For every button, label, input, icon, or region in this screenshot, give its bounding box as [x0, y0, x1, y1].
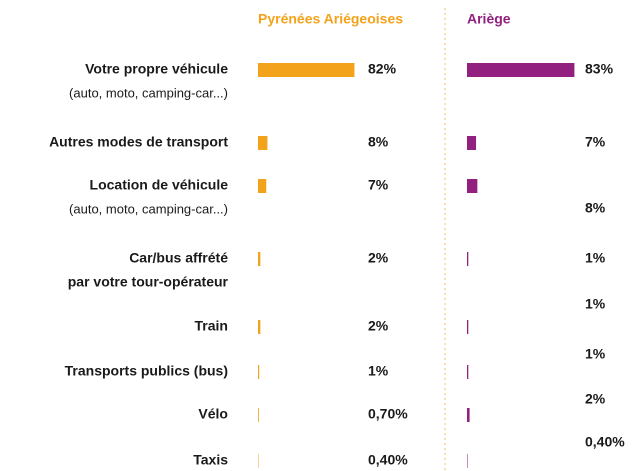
category-label: Location de véhicule	[90, 177, 229, 193]
value-label: 7%	[585, 134, 606, 150]
bar	[467, 63, 575, 77]
bar	[258, 408, 259, 422]
category-label: Votre propre véhicule	[85, 61, 228, 77]
bar	[258, 63, 355, 77]
bar	[258, 320, 261, 334]
value-label: 2%	[368, 250, 389, 266]
value-label: 0,40%	[368, 452, 408, 468]
legend-label: Ariège	[467, 11, 511, 27]
value-label: 1%	[585, 296, 606, 312]
category-label: Taxis	[193, 452, 228, 468]
value-label: 2%	[368, 318, 389, 334]
bar	[467, 136, 477, 150]
category-label: Vélo	[198, 406, 228, 422]
bar	[258, 136, 268, 150]
category-label: Autres modes de transport	[49, 134, 228, 150]
category-label: Transports publics (bus)	[65, 363, 228, 379]
bar	[258, 252, 261, 266]
bar	[258, 365, 260, 379]
category-note: (auto, moto, camping-car...)	[69, 85, 228, 100]
value-label: 1%	[585, 250, 606, 266]
bar	[467, 408, 470, 422]
category-label: Train	[195, 318, 228, 334]
value-label: 2%	[585, 391, 606, 407]
bar	[467, 179, 478, 193]
value-label: 83%	[585, 61, 614, 77]
value-label: 8%	[585, 200, 606, 216]
value-label: 7%	[368, 177, 389, 193]
bar	[467, 365, 469, 379]
bar	[467, 454, 468, 468]
bar	[467, 252, 469, 266]
value-label: 8%	[368, 134, 389, 150]
value-label: 0,70%	[368, 406, 408, 422]
bar	[467, 320, 469, 334]
value-label: 82%	[368, 61, 397, 77]
category-note: par votre tour-opérateur	[68, 274, 229, 290]
category-label: Car/bus affrété	[129, 250, 228, 266]
category-note: (auto, moto, camping-car...)	[69, 201, 228, 216]
value-label: 1%	[585, 346, 606, 362]
value-label: 1%	[368, 363, 389, 379]
value-label: 0,40%	[585, 434, 625, 450]
legend-label: Pyrénées Ariégeoises	[258, 11, 403, 27]
bar	[258, 179, 267, 193]
